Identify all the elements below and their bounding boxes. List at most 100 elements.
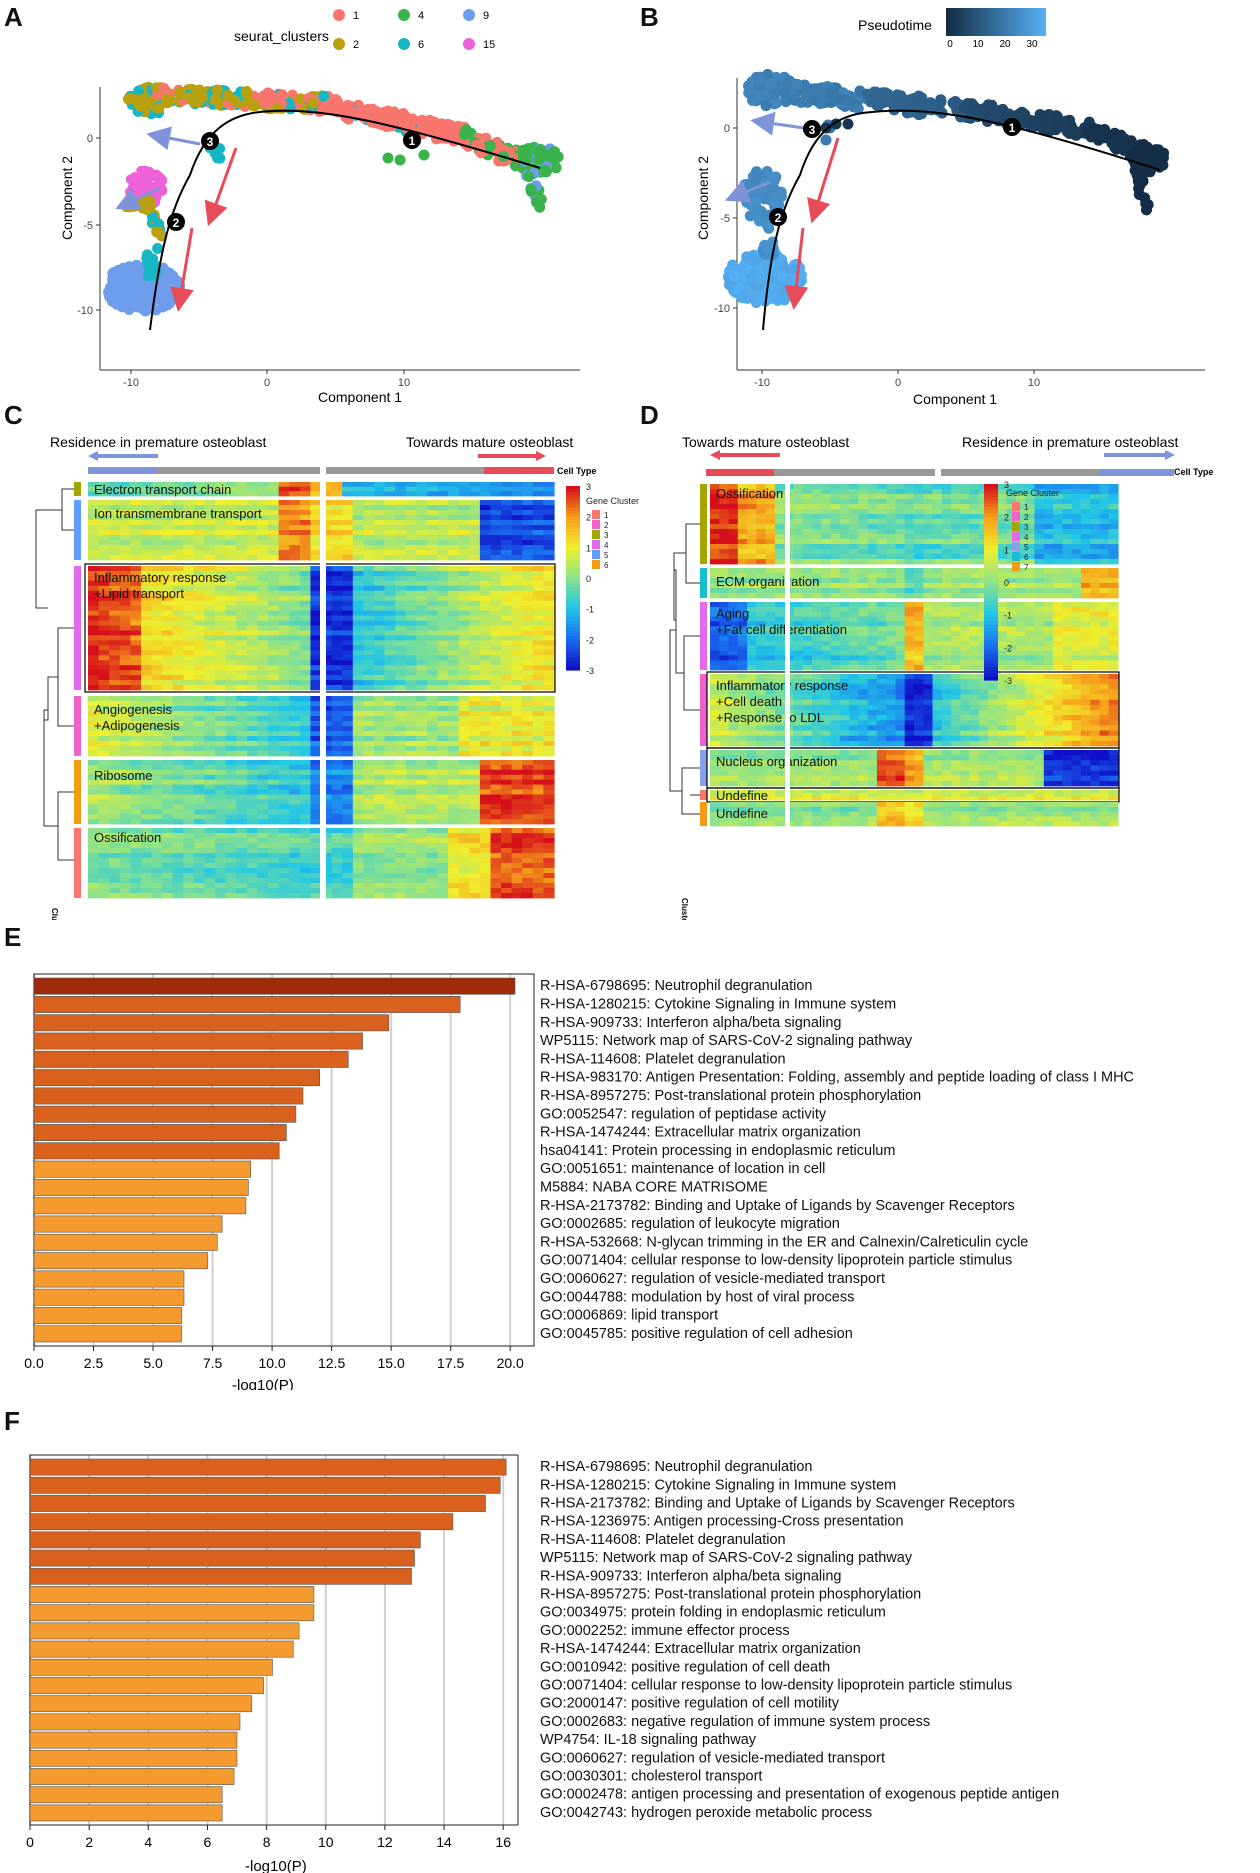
heatmap-cell [268, 605, 280, 612]
heatmap-cell [501, 660, 513, 666]
heatmap-cell [501, 789, 513, 795]
heatmap-cell [321, 868, 333, 874]
heatmap-cell [543, 491, 555, 497]
heatmap-cell [374, 853, 386, 859]
heatmap-cell [543, 868, 555, 874]
heatmap-cell [278, 789, 290, 795]
heatmap-cell [321, 843, 333, 849]
cell [268, 93, 279, 105]
heatmap-cell [88, 566, 100, 572]
heatmap-cell [236, 828, 248, 834]
heatmap-cell [193, 505, 206, 511]
heatmap-cell [88, 486, 100, 492]
heatmap-cell [246, 843, 259, 849]
heatmap-cell [532, 491, 544, 497]
heatmap-cell [490, 779, 502, 785]
heatmap-cell [278, 525, 290, 531]
heatmap-cell [321, 784, 333, 790]
heatmap-cell [416, 580, 428, 587]
heatmap-cell [215, 620, 227, 626]
heatmap-cell [374, 675, 386, 681]
heatmap-cell [257, 550, 269, 556]
heatmap-cell [204, 828, 216, 834]
heatmap-cell [469, 838, 481, 844]
heatmap-cell [532, 645, 544, 651]
legend-swatch [463, 9, 475, 21]
heatmap-cell [88, 863, 100, 869]
heatmap-cell [141, 630, 153, 636]
heatmap-cell [183, 764, 195, 771]
heatmap-cell [130, 655, 142, 661]
heatmap-cell [236, 746, 248, 752]
heatmap-cell [543, 799, 555, 805]
heatmap-cell [321, 809, 333, 815]
heatmap-cell [532, 760, 544, 766]
heatmap-cell [363, 530, 375, 536]
heatmap-cell [352, 530, 364, 536]
heatmap-cell [479, 505, 492, 511]
heatmap-cell [437, 828, 449, 834]
cell [397, 108, 409, 120]
heatmap-cell [109, 779, 121, 785]
heatmap-cell [479, 706, 492, 712]
heatmap-cell [426, 520, 439, 526]
heatmap-cell [384, 706, 396, 712]
heatmap-cell [374, 838, 386, 844]
heatmap-cell [88, 605, 100, 612]
heatmap-cell [193, 555, 206, 561]
heatmap-cell [479, 660, 492, 666]
heatmap-cell [395, 760, 407, 766]
heatmap-cell [426, 620, 439, 626]
heatmap-cell [88, 804, 100, 810]
heatmap-cell [384, 858, 396, 864]
heatmap-cell [151, 505, 163, 511]
heatmap-cell [204, 711, 216, 717]
heatmap-cell [98, 809, 110, 815]
heatmap-cell [458, 660, 470, 666]
heatmap-cell [352, 726, 364, 732]
heatmap-cell [374, 799, 386, 805]
heatmap-cell [490, 600, 502, 607]
heatmap-cell [109, 615, 121, 621]
heatmap-cell [119, 571, 131, 577]
heatmap-cell [193, 535, 206, 541]
heatmap-cell [130, 848, 142, 854]
heatmap-cell [246, 774, 259, 781]
heatmap-cell [268, 804, 280, 810]
heatmap-cell [278, 746, 290, 752]
heatmap-cell [331, 760, 343, 766]
heatmap-cell [405, 640, 417, 646]
heatmap-cell [384, 665, 396, 671]
heatmap-cell [215, 540, 227, 546]
heatmap-cell [321, 746, 333, 752]
heatmap-cell [342, 615, 354, 621]
heatmap-cell [172, 858, 184, 864]
heatmap-cell [458, 751, 470, 757]
heatmap-cell [183, 630, 195, 636]
heatmap-cell [416, 605, 428, 612]
heatmap-cell [172, 615, 184, 621]
heatmap-cell [352, 640, 364, 646]
heatmap-cell [437, 779, 449, 785]
heatmap-cell [98, 751, 110, 757]
heatmap-cell [458, 685, 470, 691]
heatmap-cell [416, 736, 428, 742]
heatmap-cell [130, 828, 142, 834]
heatmap-cell [479, 486, 492, 492]
cell [772, 294, 784, 306]
heatmap-cell [151, 746, 163, 752]
heatmap-cell [416, 535, 428, 541]
heatmap-cell [469, 741, 481, 747]
heatmap-cell [289, 833, 301, 839]
heatmap-cell [236, 736, 248, 742]
heatmap-cell [130, 550, 142, 556]
heatmap-cell [215, 784, 227, 790]
heatmap-cell [299, 620, 311, 626]
heatmap-cell [246, 605, 259, 612]
heatmap-cell [479, 769, 492, 776]
heatmap-cell [109, 736, 121, 742]
heatmap-cell [437, 545, 449, 551]
heatmap-cell [448, 625, 460, 631]
heatmap-cell [130, 530, 142, 536]
heatmap-cell [109, 630, 121, 636]
